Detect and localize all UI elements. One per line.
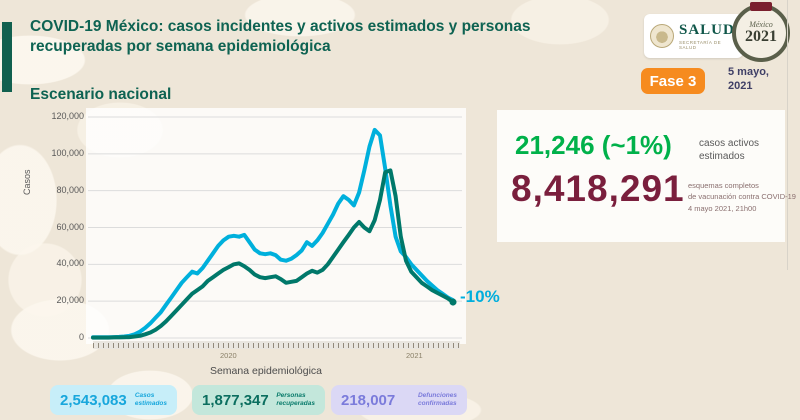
y-tick-label: 80,000 xyxy=(56,184,84,195)
active-cases-value: 21,246 (~1%) xyxy=(515,130,672,160)
page-title: COVID-19 México: casos incidentes y acti… xyxy=(30,17,640,58)
active-cases-label: casos activos estimados xyxy=(699,138,760,162)
line-series-1 xyxy=(91,168,455,340)
mexico-2021-top-text: México xyxy=(749,20,773,29)
chart-svg xyxy=(88,116,462,340)
personas-recuperadas-value: 1,877,347 xyxy=(202,391,269,409)
x-year-label-2020: 2020 xyxy=(220,351,237,360)
y-tick-label: 120,000 xyxy=(51,111,84,122)
salud-logo-subtext: SECRETARÍA DE SALUD xyxy=(679,39,722,50)
y-axis-title: Casos xyxy=(22,169,32,195)
mexico-2021-ribbon-icon xyxy=(750,2,772,11)
page-title-line1: COVID-19 México: casos incidentes y acti… xyxy=(30,18,531,35)
y-tick-label: 20,000 xyxy=(56,295,84,306)
y-tick-label: 100,000 xyxy=(51,147,84,158)
chart-subtitle: Escenario nacional xyxy=(30,86,172,103)
series-end-marker xyxy=(449,298,457,306)
vaccination-value: 8,418,291 xyxy=(511,168,685,209)
salud-eagle-emblem-icon xyxy=(650,24,674,48)
chart-plot-background xyxy=(86,108,466,344)
x-axis-title: Semana epidemiológica xyxy=(209,365,323,377)
mexico-2021-logo: México 2021 xyxy=(732,2,790,62)
y-tick-label: 40,000 xyxy=(56,258,84,269)
salud-logo-text: SALUD xyxy=(679,21,735,38)
mexico-2021-year-text: 2021 xyxy=(745,28,777,45)
page-title-line2: recuperadas por semana epidemiológica xyxy=(30,38,331,56)
x-axis-week-ticks xyxy=(93,341,460,349)
stat-box-defunciones-confirmadas: 218,007 Defunciones confirmadas xyxy=(331,385,467,415)
trend-annotation: -10% xyxy=(460,287,500,306)
fase-3-badge: Fase 3 xyxy=(641,68,705,94)
defunciones-value: 218,007 xyxy=(341,391,396,409)
y-tick-label: 60,000 xyxy=(56,221,84,232)
stat-box-personas-recuperadas: 1,877,347 Personas recuperadas xyxy=(192,385,325,415)
casos-estimados-value: 2,543,083 xyxy=(60,391,127,409)
salud-logo: SALUD SECRETARÍA DE SALUD xyxy=(644,14,743,58)
report-date: 5 mayo, 2021 xyxy=(728,66,769,92)
casos-estimados-label: Casos estimados xyxy=(134,391,167,407)
header-accent-bar xyxy=(2,22,12,92)
stats-panel-background xyxy=(497,110,785,242)
defunciones-label: Defunciones confirmadas xyxy=(417,391,457,407)
personas-recuperadas-label: Personas recuperadas xyxy=(276,391,315,407)
line-series-0 xyxy=(91,127,455,340)
vaccination-label: esquemas completos de vacunación contra … xyxy=(688,181,796,213)
stat-box-casos-estimados: 2,543,083 Casos estimados xyxy=(50,385,177,415)
right-divider-line xyxy=(787,0,788,270)
x-year-label-2021: 2021 xyxy=(406,351,423,360)
y-tick-label: 0 xyxy=(78,332,84,342)
